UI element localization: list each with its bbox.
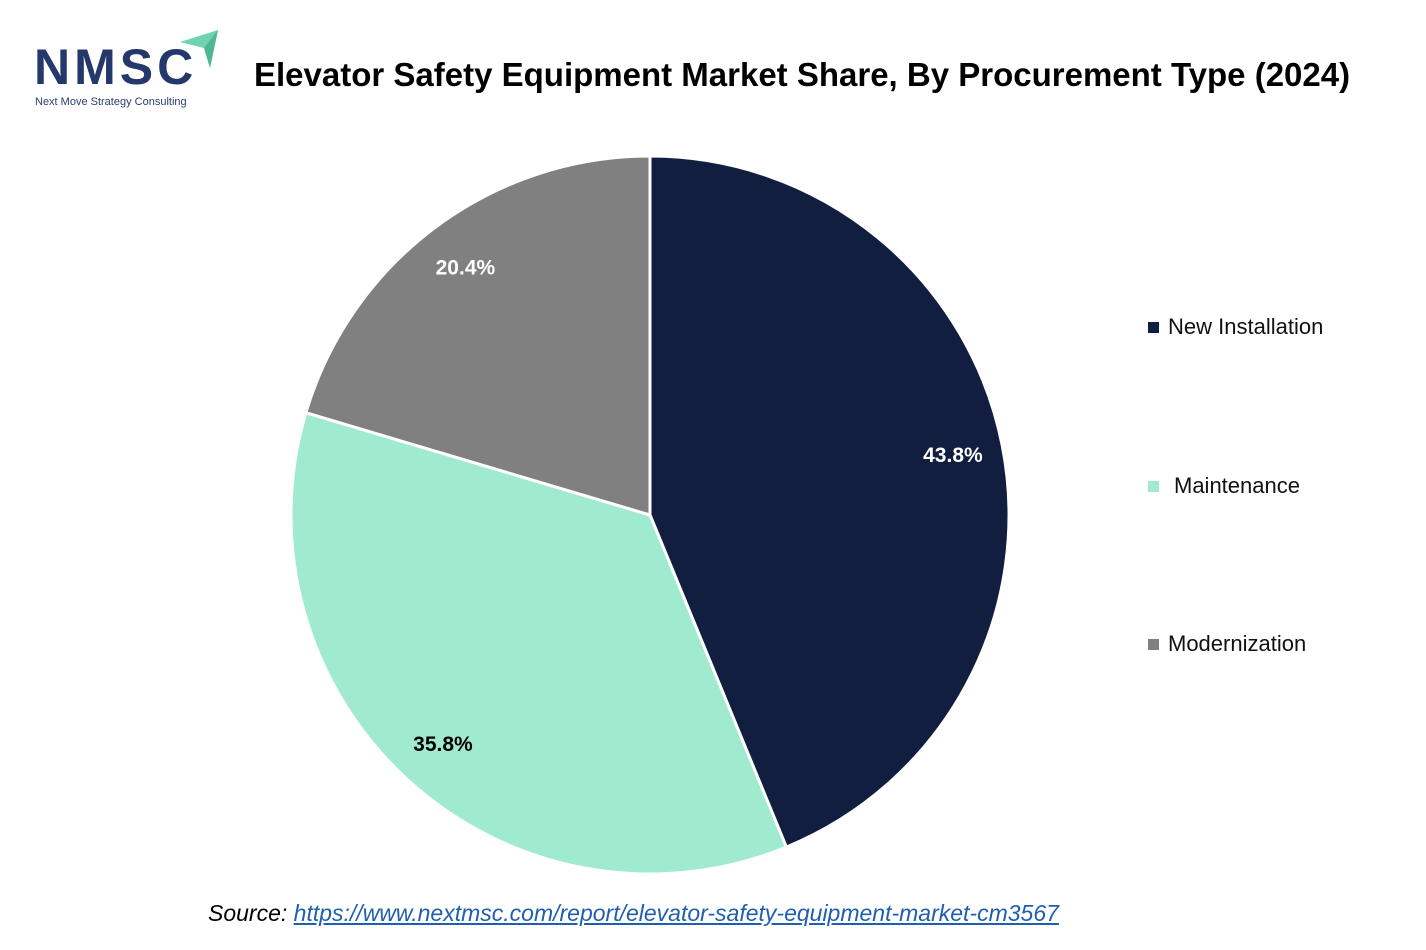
- legend: New Installation Maintenance Modernizati…: [1148, 0, 1408, 950]
- legend-label: Modernization: [1168, 631, 1307, 656]
- chart-title: Elevator Safety Equipment Market Share, …: [254, 56, 1351, 93]
- source-link[interactable]: https://www.nextmsc.com/report/elevator-…: [293, 900, 1059, 926]
- pie-slice-new-installation: [648, 154, 1011, 850]
- data-label: 43.8%: [923, 444, 983, 467]
- data-label: 20.4%: [436, 257, 496, 280]
- legend-swatch: [1148, 321, 1159, 333]
- legend-label: New Installation: [1168, 314, 1324, 339]
- legend-item-modernization: Modernization: [1148, 631, 1306, 657]
- logo-arrow-icon: [180, 30, 218, 68]
- legend-swatch: [1148, 480, 1159, 492]
- logo-wordmark: NMSC: [34, 39, 198, 95]
- pie-slice-maintenance: [289, 410, 789, 876]
- source-prefix: Source:: [208, 900, 294, 926]
- legend-label: Maintenance: [1174, 473, 1300, 498]
- legend-item-new-installation: New Installation: [1148, 314, 1323, 340]
- source-note: Source: https://www.nextmsc.com/report/e…: [208, 900, 1059, 927]
- pie-slice-modernization: [304, 154, 652, 518]
- legend-item-maintenance: Maintenance: [1148, 473, 1300, 499]
- nmsc-logo: NMSC Next Move Strategy Consulting: [30, 28, 230, 113]
- legend-swatch: [1148, 638, 1159, 650]
- logo-tagline: Next Move Strategy Consulting: [35, 96, 187, 108]
- data-label: 35.8%: [413, 733, 473, 756]
